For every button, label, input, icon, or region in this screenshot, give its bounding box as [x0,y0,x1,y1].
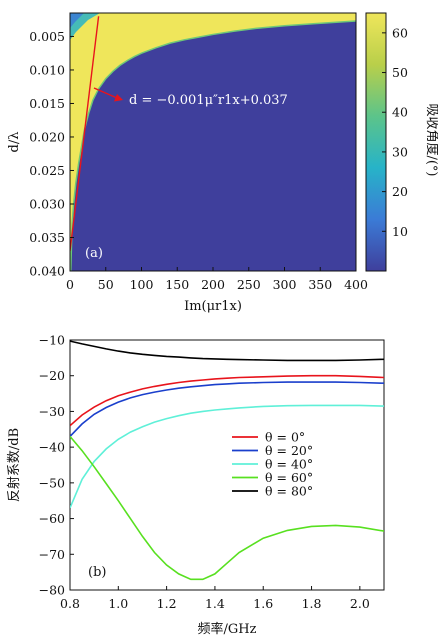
x-tick-label-b: 1.4 [205,596,225,611]
y-tick-label-a: 0.005 [29,29,65,44]
y-axis-label-a: d/λ [7,132,22,153]
series-line [70,374,384,427]
fit-annotation: d = −0.001μ″r1x+0.037 [129,93,288,108]
x-tick-label-a: 0 [66,277,74,292]
y-tick-label-a: 0.015 [29,96,65,111]
y-tick-label-a: 0.030 [29,196,65,211]
heatmap-corner-inner [70,13,84,28]
y-tick-label-b: −30 [39,404,65,419]
x-tick-label-b: 2.0 [350,596,370,611]
fit-line [70,16,100,251]
x-axis-label-b: 频率/GHz [198,621,257,637]
x-tick-label-a: 150 [165,277,189,292]
legend-label: θ = 20° [265,443,313,458]
legend: θ = 0°θ = 20°θ = 40°θ = 60°θ = 80° [232,430,313,499]
heatmap-panel: d = −0.001μ″r1x+0.037 (a) 0 50 100 150 200 25… [7,12,368,314]
legend-label: θ = 60° [265,470,313,485]
colorbar-tick-label: 10 [392,224,408,239]
y-tick-label-b: −70 [39,547,65,562]
y-tick-label-b: −50 [39,475,65,490]
x-tick-label-a: 100 [130,277,154,292]
y-tick-label-a: 0.010 [29,62,65,77]
y-tick-label-a: 0.040 [29,264,65,279]
series-line [70,404,384,509]
x-tick-label-b: 0.8 [60,596,80,611]
legend-label: θ = 80° [265,484,313,499]
y-tick-label-b: −80 [39,583,65,598]
y-tick-label-b: −20 [39,368,65,383]
annotation-arrow-shaft [93,87,118,99]
x-tick-label-b: 1.6 [253,596,273,611]
heatmap-corner-gradient [70,13,100,40]
panel-label-a: (a) [85,246,103,261]
x-tick-label-a: 350 [308,277,332,292]
y-tick-label-a: 0.025 [29,163,65,178]
y-tick-label-b: −60 [39,511,65,526]
heatmap-high-region [70,13,356,271]
colorbar-tick-label: 50 [392,65,408,80]
colorbar-gradient [365,12,387,272]
series-line [70,340,384,362]
panel-label-b: (b) [88,565,106,580]
colorbar-label: 吸收角度/(°) [424,103,438,176]
legend-label: θ = 0° [265,430,305,445]
x-tick-label-b: 1.8 [302,596,322,611]
colorbar-tick-label: 60 [392,25,408,40]
series-line [70,435,384,581]
y-tick-label-a: 0.035 [29,230,65,245]
x-axis-label-a: Im(μr1x) [184,299,242,314]
legend-label: θ = 40° [265,457,313,472]
x-tick-label-a: 300 [273,277,297,292]
annotation-arrowhead [114,94,123,102]
y-axis-label-b: 反射系数/dB [6,428,22,502]
x-tick-label-b: 1.2 [157,596,177,611]
x-tick-label-b: 1.0 [108,596,128,611]
x-tick-label-a: 400 [344,277,368,292]
x-tick-label-a: 200 [201,277,225,292]
heatmap-transition-rim [70,20,356,271]
series-line [70,381,384,437]
colorbar-tick-label: 30 [392,144,408,159]
y-tick-label-b: −40 [39,440,65,455]
x-tick-label-a: 250 [237,277,261,292]
colorbar-tick-label: 20 [392,184,408,199]
colorbar: 10 20 30 40 50 60 吸收角度/(°) [365,12,438,272]
x-tick-label-a: 50 [98,277,114,292]
y-tick-label-b: −10 [39,333,65,348]
line-panel: 0.8 1.0 1.2 1.4 1.6 1.8 2.0 −80 −70 −60 −50 −40 −30 −… [6,333,385,637]
colorbar-tick-label: 40 [392,105,408,120]
y-tick-label-a: 0.020 [29,129,65,144]
